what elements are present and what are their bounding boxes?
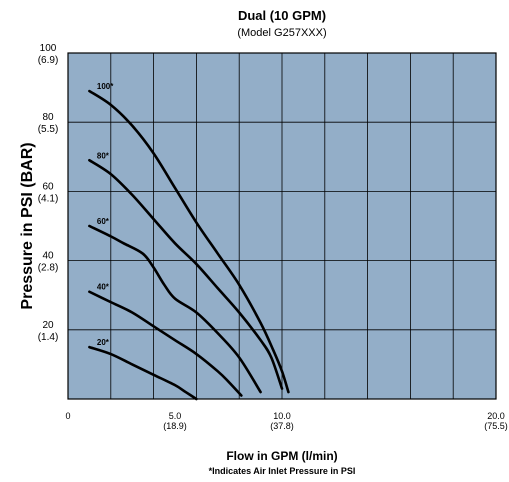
x-axis-ticks: 0 5.0(18.9) 10.0(37.8) 20.0(75.5) <box>65 411 507 431</box>
curve-label: 100* <box>97 82 114 91</box>
curve-label: 40* <box>97 283 110 292</box>
y-axis-label: Pressure in PSI (BAR) <box>19 142 36 309</box>
curve-40-psi <box>88 290 243 397</box>
chart-title: Dual (10 GPM) <box>238 8 326 23</box>
y-tick-label: 80 <box>42 112 54 123</box>
x-tick-label: 5.0 <box>169 411 182 421</box>
curve-60-psi <box>88 224 262 394</box>
curve-20-psi <box>88 345 198 401</box>
y-tick-sublabel: (2.8) <box>38 263 59 274</box>
grid-lines <box>68 53 496 399</box>
y-tick-sublabel: (6.9) <box>38 55 59 66</box>
y-tick-label: 40 <box>42 251 54 262</box>
curve-label: 80* <box>97 151 110 160</box>
x-tick-label: 10.0 <box>273 411 291 421</box>
chart-subtitle: (Model G257XXX) <box>237 27 326 39</box>
x-tick-sublabel: (37.8) <box>270 421 294 431</box>
curve-label: 20* <box>97 338 110 347</box>
y-tick-label: 60 <box>42 181 54 192</box>
x-tick-sublabel: (75.5) <box>484 421 508 431</box>
y-tick-label: 20 <box>42 320 54 331</box>
footnote: *Indicates Air Inlet Pressure in PSI <box>209 466 356 476</box>
y-tick-sublabel: (4.1) <box>38 193 59 204</box>
curve-80-psi <box>88 158 284 390</box>
curve-100-psi <box>88 89 290 394</box>
y-tick-label: 100 <box>40 43 57 54</box>
pressure-curves: 100* 80* 60* 40* 20* <box>88 82 290 401</box>
y-tick-sublabel: (1.4) <box>38 332 59 343</box>
x-tick-label: 0 <box>65 411 70 421</box>
y-tick-sublabel: (5.5) <box>38 124 59 135</box>
x-axis-label: Flow in GPM (l/min) <box>226 449 337 463</box>
curve-label: 60* <box>97 217 110 226</box>
x-tick-label: 20.0 <box>487 411 505 421</box>
x-tick-sublabel: (18.9) <box>163 421 187 431</box>
y-axis-ticks: 20(1.4) 40(2.8) 60(4.1) 80(5.5) 100(6.9) <box>38 43 59 343</box>
